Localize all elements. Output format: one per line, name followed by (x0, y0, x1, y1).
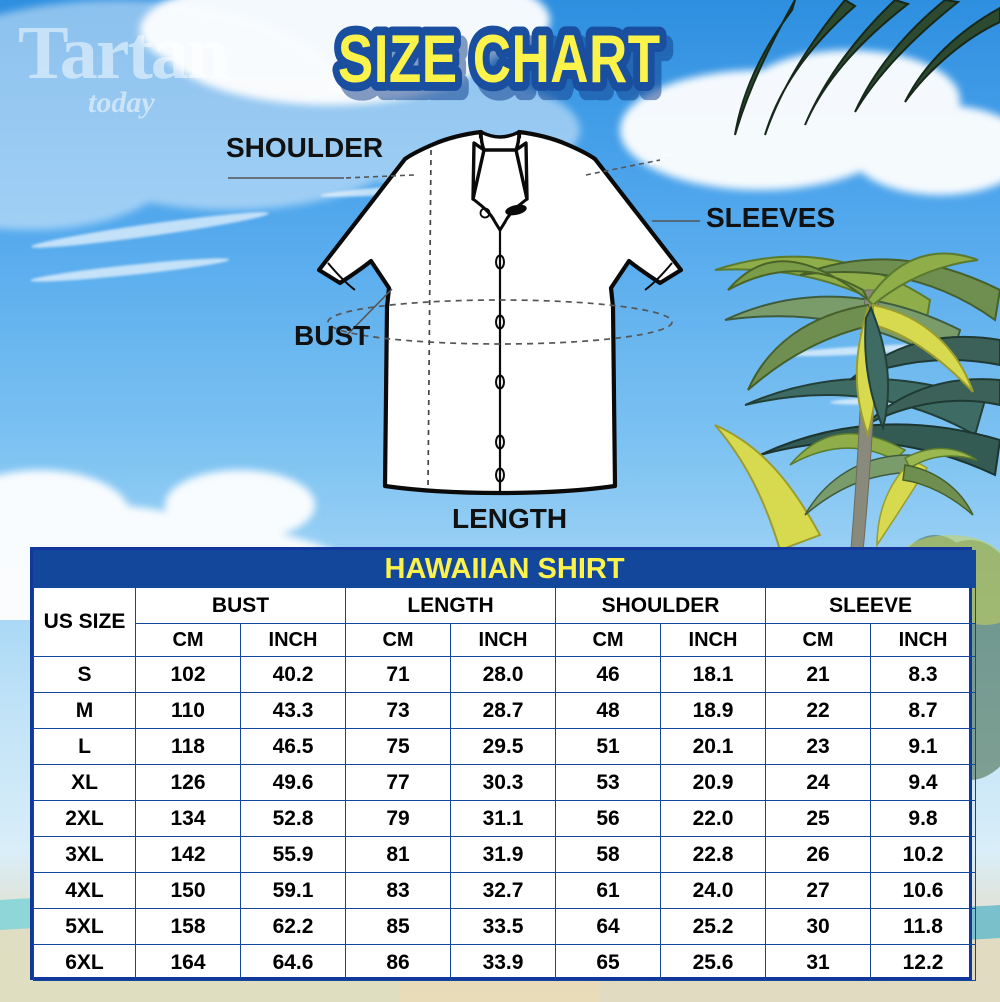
svg-text:SIZE CHART: SIZE CHART (338, 21, 661, 97)
